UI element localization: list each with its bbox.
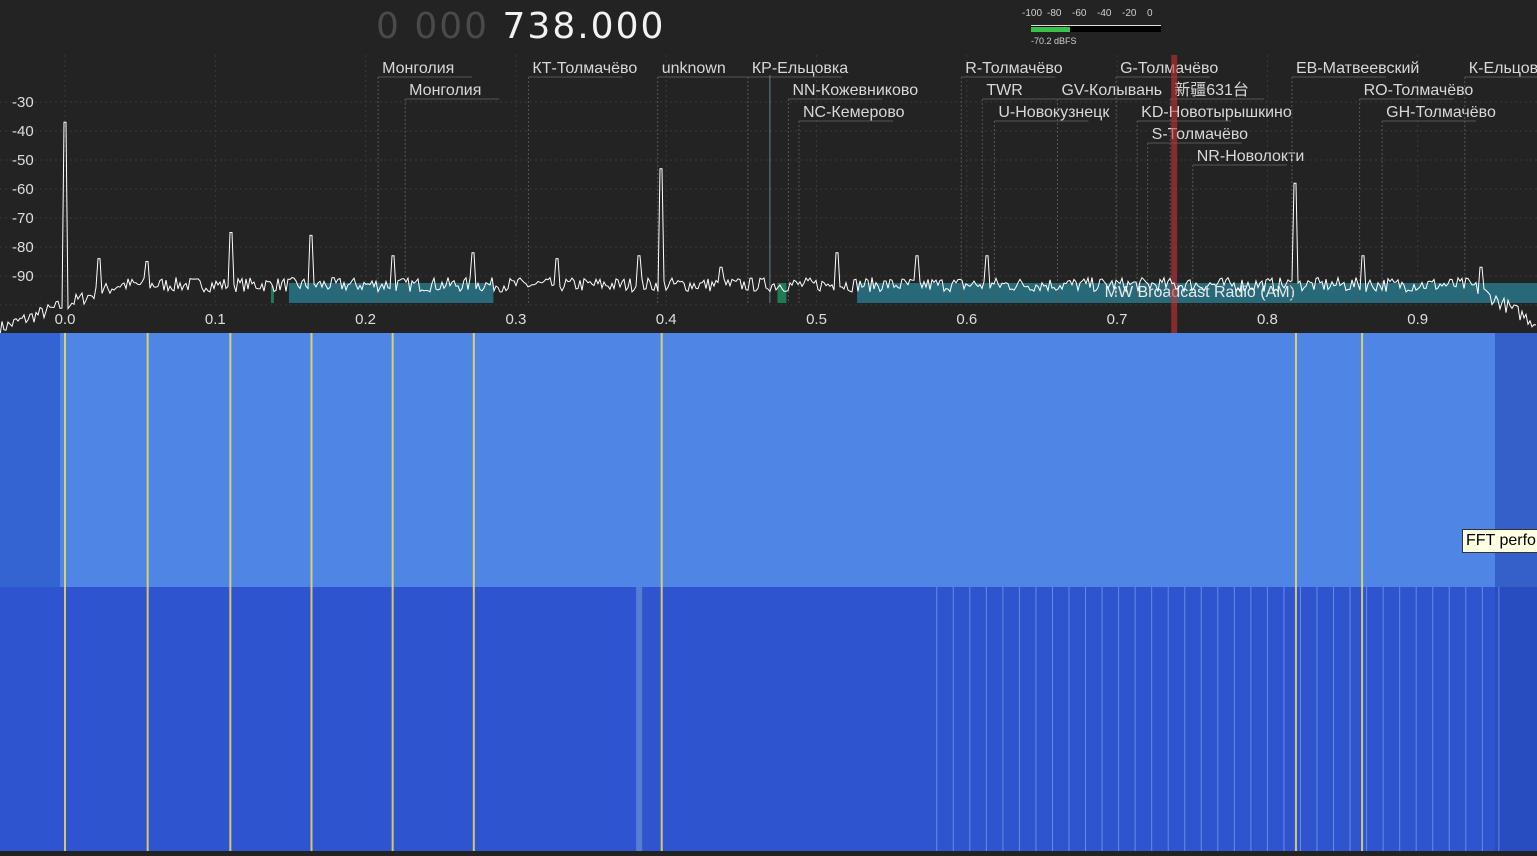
x-axis-tick-label: 0.3 [505, 311, 526, 328]
x-axis-tick-label: 0.9 [1407, 311, 1428, 328]
signal-meter-fill [1031, 27, 1070, 32]
station-label: G-Толмачёво [1120, 60, 1218, 77]
frequency-leading-digits[interactable]: 0 000 [376, 6, 490, 47]
station-label: S-Толмачёво [1152, 126, 1249, 143]
y-axis-tick-label: -70 [12, 210, 34, 227]
y-axis-tick-label: -60 [12, 181, 34, 198]
waterfall-panel[interactable] [0, 333, 1537, 851]
frequency-display[interactable]: 0 000 738.000 [376, 6, 665, 50]
station-label: GH-Толмачёво [1386, 104, 1496, 121]
station-label: КТ-Толмачёво [532, 60, 637, 77]
y-axis-tick-label: -30 [12, 94, 34, 111]
waterfall-plot[interactable] [0, 333, 1537, 851]
x-axis-tick-label: 0.4 [656, 311, 677, 328]
y-axis-tick-label: -80 [12, 239, 34, 256]
y-axis-tick-label: -90 [12, 268, 34, 285]
station-label: TWR [986, 82, 1022, 99]
signal-meter-tick: 0 [1147, 8, 1153, 19]
x-axis-tick-label: 0.5 [806, 311, 827, 328]
x-axis-tick-label: 0.2 [355, 311, 376, 328]
station-label: R-Толмачёво [965, 60, 1062, 77]
waterfall-lower-section [0, 587, 1537, 851]
station-label: GV-Колывань [1061, 82, 1162, 99]
tuned-frequency-marker [1171, 55, 1178, 333]
waterfall-upper-section [0, 333, 1537, 587]
waterfall-edge-shade [0, 333, 60, 587]
band-marker [270, 286, 274, 303]
spectrum-plot[interactable]: -30 -40 -50 -60 -70 -80 -90 0.0 0.1 0.2 0.3 0.4 0.5 0… [0, 55, 1537, 333]
signal-meter-tick: -100 [1022, 8, 1043, 19]
station-label: RO-Толмачёво [1364, 82, 1474, 99]
station-label: unknown [662, 60, 726, 77]
signal-meter: -100 -80 -60 -40 -20 0 -70.2 dBFS [1022, 6, 1164, 50]
x-axis-tick-label: 0.0 [55, 311, 76, 328]
station-label: U-Новокузнецк [998, 104, 1110, 121]
station-label: К-Ельцов [1469, 60, 1537, 77]
x-axis-tick-label: 0.7 [1107, 311, 1128, 328]
station-label: NR-Новолокти [1197, 148, 1305, 165]
signal-meter-bar [1031, 25, 1161, 32]
signal-meter-readout: -70.2 dBFS [1031, 36, 1077, 46]
signal-meter-tick: -20 [1122, 8, 1137, 19]
station-label: 新疆631台 [1174, 81, 1249, 99]
signal-meter-tick: -60 [1072, 8, 1087, 19]
spectrum-trace [0, 121, 1537, 333]
waterfall-noise-band [636, 587, 643, 851]
signal-meter-tick: -80 [1047, 8, 1062, 19]
station-label: NN-Кожевниково [792, 82, 918, 99]
spectrum-panel[interactable]: -30 -40 -50 -60 -70 -80 -90 0.0 0.1 0.2 0.3 0.4 0.5 0… [0, 55, 1537, 333]
station-label: KD-Новотырышкино [1141, 104, 1292, 121]
station-label: Монголия [409, 82, 481, 99]
x-axis-tick-label: 0.1 [205, 311, 226, 328]
band-label: MW Broadcast Radio (AM) [1105, 284, 1295, 301]
band-segment [288, 283, 494, 303]
signal-meter-tick: -40 [1097, 8, 1112, 19]
x-axis-tick-label: 0.6 [956, 311, 977, 328]
y-axis-tick-label: -50 [12, 152, 34, 169]
waterfall-edge-shade [1495, 333, 1537, 851]
station-label: КР-Ельцовка [752, 60, 848, 77]
frequency-value[interactable]: 738.000 [502, 6, 666, 47]
x-axis-tick-label: 0.8 [1257, 311, 1278, 328]
band-marker [777, 283, 787, 303]
tooltip: FFT perfo [1462, 529, 1537, 553]
station-label: NC-Кемерово [803, 104, 905, 121]
station-label: Монголия [382, 60, 454, 77]
station-label: ЕВ-Матвеевский [1296, 60, 1419, 77]
y-axis-tick-label: -40 [12, 123, 34, 140]
